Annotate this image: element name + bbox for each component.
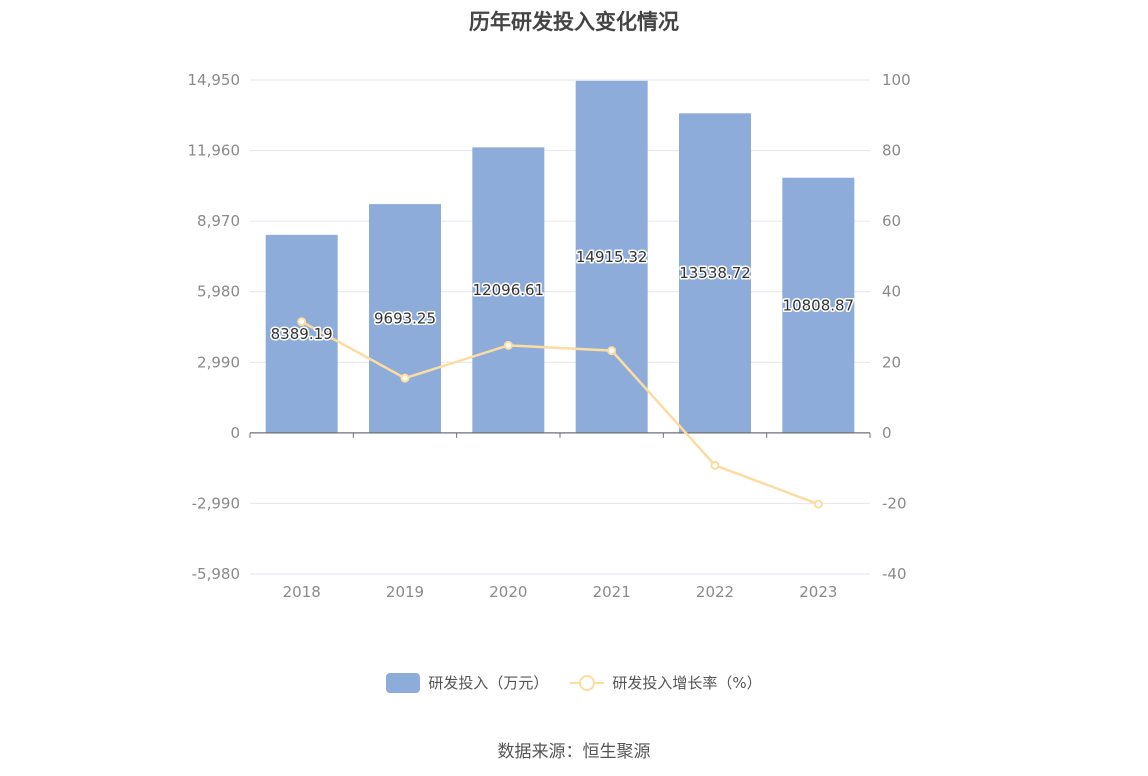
bar-value-label: 9693.25 bbox=[374, 309, 436, 327]
y-right-tick-label: 60 bbox=[882, 212, 901, 230]
bar bbox=[782, 177, 855, 433]
x-axis: 2018 2019 2020 2021 2022 2023 bbox=[249, 432, 871, 601]
data-labels: 8389.19 9693.25 12096.61 14915.32 13538.72 10… bbox=[269, 246, 855, 344]
growth-point bbox=[400, 373, 410, 383]
y-right-tick-label: 40 bbox=[882, 283, 901, 301]
y-right-tick-label: 100 bbox=[882, 71, 911, 89]
y-left-tick-label: 8,970 bbox=[197, 212, 240, 230]
legend-item-line[interactable]: 研发投入增长率（%） bbox=[570, 672, 762, 693]
growth-point bbox=[710, 460, 720, 470]
x-tick-label: 2022 bbox=[696, 583, 734, 601]
y-right-tick-label: -20 bbox=[882, 494, 907, 512]
growth-line bbox=[301, 320, 819, 506]
y-left-tick-label: 14,950 bbox=[188, 71, 241, 89]
growth-point bbox=[503, 340, 513, 350]
y-right-tick-label: 0 bbox=[882, 424, 892, 442]
growth-point bbox=[297, 317, 307, 327]
legend-line-swatch bbox=[570, 673, 605, 693]
bar-series bbox=[265, 80, 855, 433]
x-tick-label: 2019 bbox=[386, 583, 424, 601]
chart-canvas: 2018 2019 2020 2021 2022 2023 8389.19 9693.25 1… bbox=[188, 71, 911, 601]
line-series bbox=[297, 317, 823, 509]
legend-item-bar[interactable]: 研发投入（万元） bbox=[386, 672, 548, 693]
chart-title: 历年研发投入变化情况 bbox=[469, 10, 679, 34]
growth-point bbox=[813, 499, 823, 509]
bar bbox=[679, 113, 751, 433]
y-axis-ticks: -5,980 -2,990 0 2,990 5,980 8,970 11,960 14,950… bbox=[188, 71, 911, 583]
y-right-tick-label: -40 bbox=[882, 565, 907, 583]
bar-value-label: 14915.32 bbox=[576, 248, 648, 266]
y-right-tick-label: 20 bbox=[882, 353, 901, 371]
y-left-tick-label: -2,990 bbox=[192, 494, 240, 512]
y-left-tick-label: 5,980 bbox=[197, 283, 240, 301]
legend-line-label: 研发投入增长率（%） bbox=[612, 674, 762, 692]
x-tick-label: 2020 bbox=[489, 583, 527, 601]
growth-point bbox=[607, 346, 617, 356]
bar-value-label: 8389.19 bbox=[271, 325, 333, 343]
y-right-tick-label: 80 bbox=[882, 142, 901, 160]
y-left-tick-label: 11,960 bbox=[188, 142, 241, 160]
y-left-tick-label: -5,980 bbox=[192, 565, 240, 583]
bar-value-label: 12096.61 bbox=[473, 281, 545, 299]
bar-value-label: 10808.87 bbox=[783, 296, 855, 314]
x-tick-label: 2018 bbox=[283, 583, 321, 601]
x-tick-label: 2021 bbox=[593, 583, 631, 601]
bar bbox=[369, 204, 441, 433]
y-left-tick-label: 0 bbox=[230, 424, 240, 442]
bar bbox=[575, 80, 648, 433]
legend: 研发投入（万元） 研发投入增长率（%） bbox=[0, 672, 1148, 693]
bar bbox=[472, 147, 545, 433]
y-left-tick-label: 2,990 bbox=[197, 353, 240, 371]
x-tick-label: 2023 bbox=[799, 583, 837, 601]
bar-value-label: 13538.72 bbox=[679, 264, 751, 282]
legend-bar-label: 研发投入（万元） bbox=[428, 674, 549, 692]
source-note: 数据来源：恒生聚源 bbox=[497, 742, 651, 762]
legend-bar-swatch bbox=[386, 672, 421, 693]
grid-lines bbox=[250, 79, 870, 575]
